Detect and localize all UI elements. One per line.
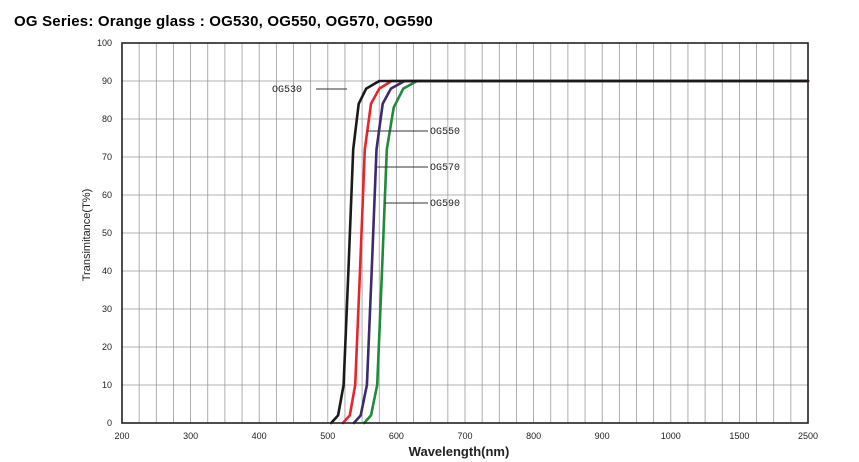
y-tick-label: 70 (102, 152, 112, 162)
x-tick-label: 400 (252, 431, 267, 441)
y-tick-label: 30 (102, 304, 112, 314)
y-tick-label: 10 (102, 380, 112, 390)
series-annotation-label: OG530 (272, 85, 302, 96)
y-tick-labels: 0 10 20 30 40 50 60 70 80 90 100 (97, 38, 112, 428)
series-line-og590 (362, 79, 810, 425)
series-curves (329, 79, 810, 425)
y-tick-label: 80 (102, 114, 112, 124)
x-tick-label: 1000 (661, 431, 681, 441)
y-tick-label: 60 (102, 190, 112, 200)
x-tick-label: 500 (320, 431, 335, 441)
x-tick-label: 1500 (729, 431, 749, 441)
series-annotation-label: OG590 (430, 199, 460, 210)
series-annotations: OG530 OG550 OG570 OG590 (272, 85, 460, 210)
series-annotation-label: OG570 (430, 163, 460, 174)
series-annotation-label: OG550 (430, 127, 460, 138)
y-axis-label: Transimitance(T%) (81, 189, 93, 282)
x-tick-label: 200 (114, 431, 129, 441)
x-tick-labels: 200 300 400 500 600 700 800 900 1000 1500 2500 (114, 431, 818, 441)
x-tick-label: 600 (389, 431, 404, 441)
plot-frame (121, 42, 809, 424)
x-tick-label: 300 (183, 431, 198, 441)
y-tick-label: 40 (102, 266, 112, 276)
series-line-og570 (352, 79, 810, 425)
x-tick-label: 700 (457, 431, 472, 441)
x-tick-label: 900 (595, 431, 610, 441)
chart-title: OG Series: Orange glass : OG530, OG550, … (14, 13, 433, 30)
series-line-og530 (329, 79, 810, 425)
y-tick-label: 50 (102, 228, 112, 238)
y-tick-label: 100 (97, 38, 112, 48)
x-tick-label: 800 (526, 431, 541, 441)
plot-frame-rect (121, 42, 809, 424)
y-tick-label: 90 (102, 76, 112, 86)
y-tick-label: 20 (102, 342, 112, 352)
grid (122, 43, 808, 423)
y-tick-label: 0 (107, 418, 112, 428)
x-axis-label: Wavelength(nm) (409, 444, 510, 459)
series-line-og550 (341, 79, 810, 425)
x-tick-label: 2500 (798, 431, 818, 441)
